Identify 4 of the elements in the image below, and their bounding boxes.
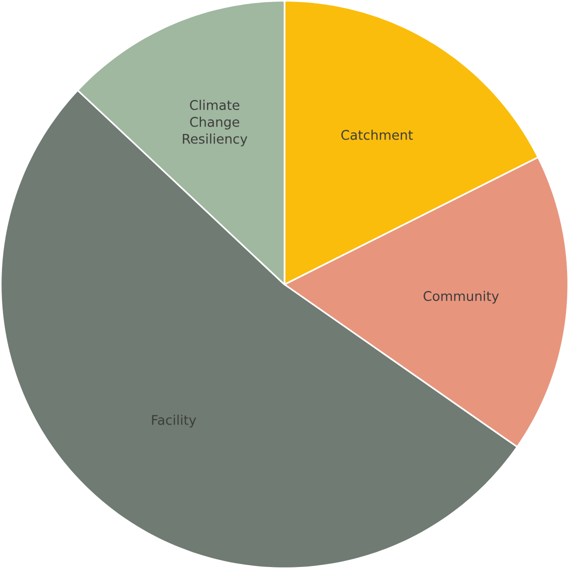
slice-label: Community: [424, 290, 499, 304]
slice-label: Facility: [152, 414, 196, 428]
slice-label: Catchment: [341, 130, 413, 140]
slice-label: Climate Change Resiliency: [182, 100, 248, 146]
